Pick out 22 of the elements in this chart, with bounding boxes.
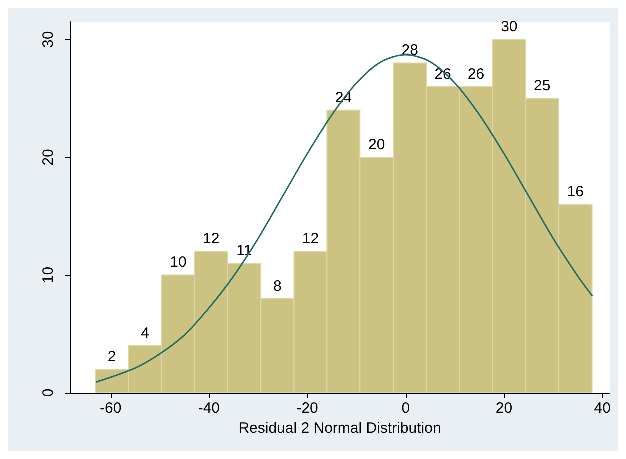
x-tick-label: -20 <box>296 400 318 417</box>
x-tick-label: 20 <box>496 400 513 417</box>
x-tick-label: 0 <box>402 400 410 417</box>
x-axis-title: Residual 2 Normal Distribution <box>238 420 442 437</box>
y-tick-label: 20 <box>40 149 57 166</box>
y-tick-label: 10 <box>40 266 57 284</box>
x-tick-label: -60 <box>100 400 122 417</box>
data-label: 12 <box>203 230 220 248</box>
x-tick-label: -40 <box>198 400 220 417</box>
data-label: 20 <box>368 136 386 154</box>
data-label: 10 <box>170 254 187 272</box>
y-tick-label: 0 <box>40 388 57 398</box>
data-label: 4 <box>141 324 150 342</box>
x-tick-label: 40 <box>594 400 611 417</box>
data-label: 30 <box>501 18 518 36</box>
data-label: 26 <box>468 66 485 83</box>
data-label: 16 <box>567 184 584 201</box>
data-label: 2 <box>108 348 116 366</box>
y-tick-label: 30 <box>40 31 57 48</box>
data-label: 25 <box>534 78 551 95</box>
data-label: 8 <box>273 278 282 295</box>
data-label: 12 <box>302 230 320 248</box>
